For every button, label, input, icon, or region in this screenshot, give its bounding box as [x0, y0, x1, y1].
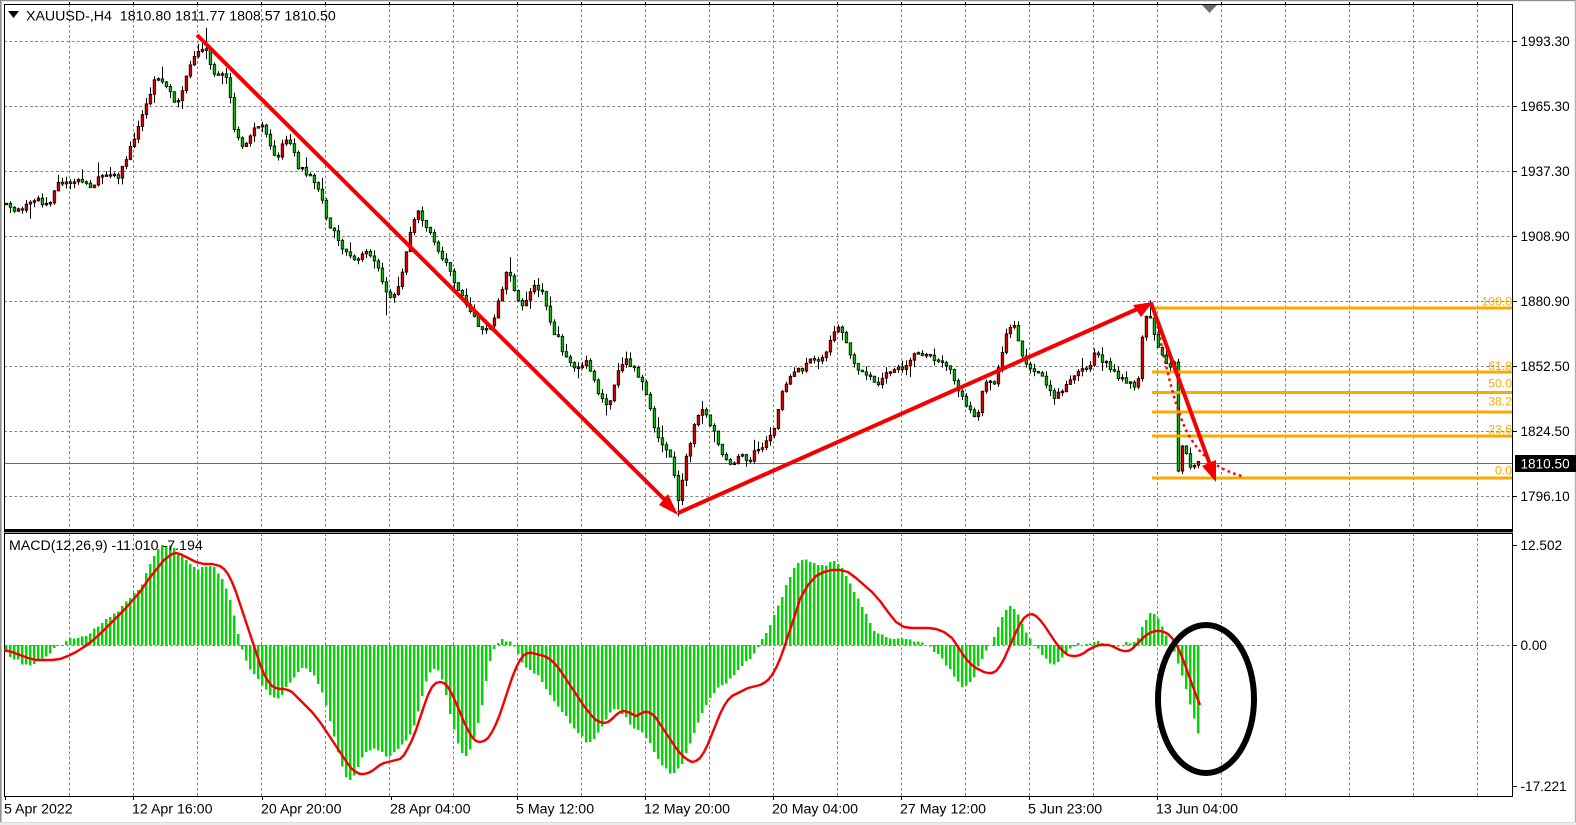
svg-text:5 May 12:00: 5 May 12:00	[516, 802, 594, 818]
svg-text:61.8: 61.8	[1488, 359, 1512, 373]
svg-text:50.0: 50.0	[1488, 377, 1512, 391]
svg-text:-17.221: -17.221	[1521, 779, 1567, 794]
svg-text:5 Apr 2022: 5 Apr 2022	[4, 802, 73, 818]
svg-text:1824.50: 1824.50	[1521, 424, 1571, 439]
svg-text:1852.50: 1852.50	[1521, 359, 1571, 374]
svg-text:1937.30: 1937.30	[1521, 164, 1571, 179]
svg-text:5 Jun 23:00: 5 Jun 23:00	[1028, 802, 1102, 818]
svg-text:1796.10: 1796.10	[1521, 489, 1571, 504]
svg-text:28 Apr 04:00: 28 Apr 04:00	[390, 802, 471, 818]
svg-text:20 May 04:00: 20 May 04:00	[772, 802, 858, 818]
svg-text:1993.30: 1993.30	[1521, 34, 1571, 49]
svg-text:23.6: 23.6	[1488, 423, 1512, 437]
svg-text:13 Jun 04:00: 13 Jun 04:00	[1156, 802, 1238, 818]
svg-text:100.0: 100.0	[1482, 294, 1513, 308]
svg-text:1880.90: 1880.90	[1521, 294, 1571, 309]
svg-text:0.00: 0.00	[1521, 638, 1548, 653]
svg-text:12 May 20:00: 12 May 20:00	[644, 802, 730, 818]
svg-text:1810.50: 1810.50	[1521, 456, 1571, 471]
svg-text:1908.90: 1908.90	[1521, 229, 1571, 244]
svg-text:20 Apr 20:00: 20 Apr 20:00	[261, 802, 342, 818]
svg-text:12 Apr 16:00: 12 Apr 16:00	[132, 802, 213, 818]
svg-text:27 May 12:00: 27 May 12:00	[900, 802, 986, 818]
svg-text:XAUUSD-,H4 1810.80 1811.77 18: XAUUSD-,H4 1810.80 1811.77 1808.57 1810.…	[26, 9, 336, 25]
svg-text:38.2: 38.2	[1488, 395, 1512, 409]
svg-text:12.502: 12.502	[1521, 538, 1563, 553]
svg-text:1965.30: 1965.30	[1521, 99, 1571, 114]
svg-text:0.0: 0.0	[1495, 463, 1512, 477]
svg-text:MACD(12,26,9) -11.010 -7.194: MACD(12,26,9) -11.010 -7.194	[9, 538, 203, 554]
